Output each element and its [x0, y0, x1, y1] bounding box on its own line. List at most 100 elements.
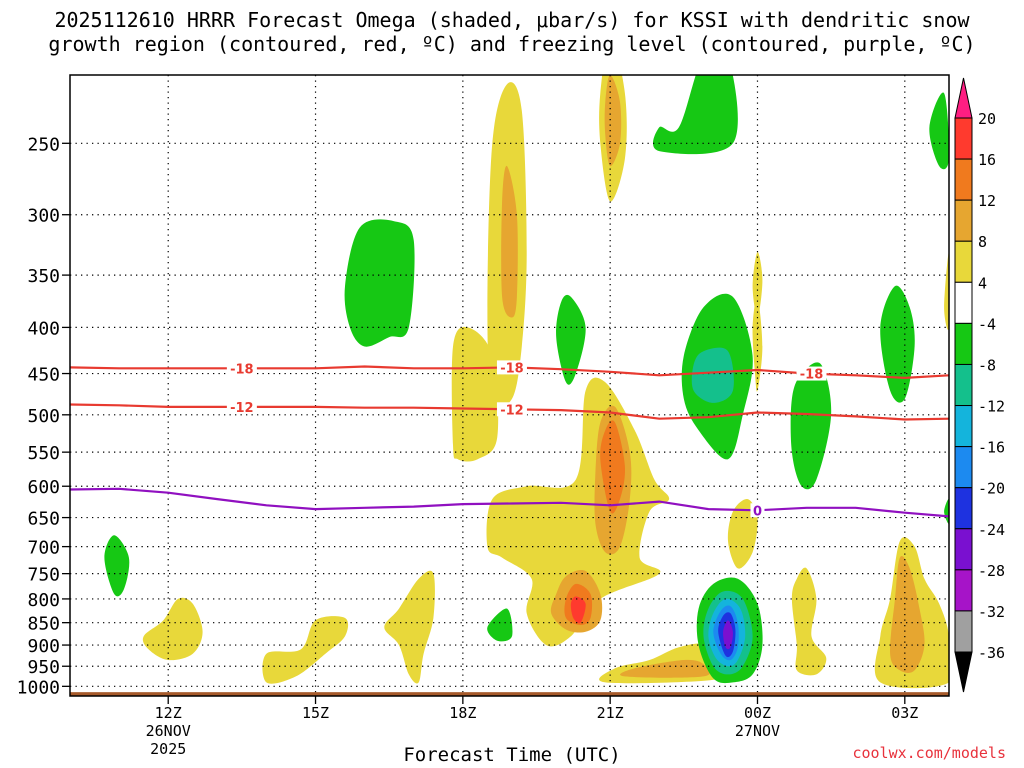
- contour-label-bg: [226, 399, 257, 414]
- title-line-2: growth region (contoured, red, ºC) and f…: [48, 32, 976, 56]
- axis-labels: 250 300 350 400 450 500 550 600 650 700 750 800 850 9…: [17, 134, 919, 758]
- colorbar-top-arrow: [954, 77, 973, 119]
- colorbar-bin-1: [954, 158, 973, 201]
- contour-label-bg: [796, 366, 827, 381]
- omega-region-rise-00z-thin: [752, 296, 763, 392]
- y-tick-label-550: 550: [27, 443, 60, 464]
- y-tick-label-700: 700: [27, 538, 60, 559]
- ground-bar: [70, 692, 949, 696]
- ground-surface: [70, 692, 949, 696]
- y-tick-label-950: 950: [27, 657, 60, 678]
- colorbar-label-0: 20: [978, 110, 996, 128]
- colorbar-bottom-arrow: [954, 651, 973, 693]
- omega-region-rise-23z-mid: [727, 498, 758, 569]
- contour-label-0-0: -18: [230, 362, 254, 377]
- credit-link[interactable]: coolwx.com/models: [852, 744, 1006, 762]
- colorbar-label-3: 8: [978, 233, 987, 251]
- omega-region-sink-23z-upper: [653, 75, 738, 155]
- x-tick-date-12Z: 26NOV: [146, 722, 191, 740]
- colorbar-bin-12: [954, 610, 973, 653]
- omega-region-rise-16z-low: [384, 570, 435, 684]
- x-tick-label-15Z: 15Z: [302, 704, 329, 722]
- y-tick-label-1000: 1000: [17, 677, 60, 698]
- colorbar-bin-9: [954, 487, 973, 530]
- y-tick-label-750: 750: [27, 565, 60, 586]
- omega-region-rise-21z-mid-core2: [600, 420, 626, 514]
- omega-region-sink-19z-mid: [556, 294, 586, 385]
- colorbar-bin-5: [954, 322, 973, 365]
- colorbar-label-5: -4: [978, 315, 996, 333]
- omega-region-sink-03z-upper: [880, 285, 915, 403]
- contour-label-1-0: -12: [230, 401, 254, 416]
- y-tick-label-800: 800: [27, 590, 60, 611]
- colorbar-label-13: -36: [978, 644, 1005, 662]
- colorbar-bin-8: [954, 446, 973, 489]
- colorbar-label-6: -8: [978, 356, 996, 374]
- colorbar-label-12: -32: [978, 603, 1005, 621]
- omega-shading: [104, 75, 949, 689]
- omega-region-rise-15z-low: [262, 616, 349, 684]
- y-tick-label-850: 850: [27, 614, 60, 635]
- x-tick-label-00Z: 00Z: [744, 704, 771, 722]
- chart-title: 2025112610 HRRR Forecast Omega (shaded, …: [0, 8, 1024, 56]
- colorbar-bin-11: [954, 569, 973, 612]
- x-tick-date-00Z: 27NOV: [735, 722, 780, 740]
- omega-region-sink-right-top: [929, 92, 949, 170]
- y-tick-label-300: 300: [27, 206, 60, 227]
- colorbar-label-7: -12: [978, 398, 1005, 416]
- colorbar-label-10: -24: [978, 521, 1005, 539]
- x-tick-year-12Z: 2025: [150, 740, 186, 758]
- omega-region-sink-23z-low-5: [723, 620, 733, 650]
- colorbar-label-4: 4: [978, 274, 987, 292]
- y-tick-label-500: 500: [27, 406, 60, 427]
- colorbar-bin-0: [954, 117, 973, 160]
- contour-label-bg: [226, 361, 257, 376]
- temperature-contours: -18 -18 -18 -12 -12 0: [69, 360, 950, 519]
- colorbar-label-2: 12: [978, 192, 996, 210]
- omega-region-rise-22z-sfc-core: [620, 659, 711, 678]
- y-tick-label-350: 350: [27, 266, 60, 287]
- colorbar-label-11: -28: [978, 562, 1005, 580]
- omega-region-sink-16z: [344, 219, 415, 347]
- contour-label-2-0: 0: [753, 504, 762, 519]
- y-tick-label-450: 450: [27, 365, 60, 386]
- omega-region-rise-21z-top-core: [604, 75, 622, 167]
- omega-region-rise-18z-upper-core: [501, 165, 518, 318]
- y-tick-label-250: 250: [27, 134, 60, 155]
- omega-region-sink-11z: [104, 535, 130, 597]
- colorbar-label-8: -16: [978, 439, 1005, 457]
- colorbar-label-9: -20: [978, 480, 1005, 498]
- colorbar-bin-2: [954, 199, 973, 242]
- contour-label-bg: [496, 402, 527, 417]
- colorbar-bin-4: [954, 281, 973, 324]
- colorbar-bin-7: [954, 405, 973, 448]
- plot-frame: [69, 74, 950, 697]
- omega-region-rise-01z-low: [791, 567, 827, 676]
- omega-region-rise-right-edge: [944, 251, 949, 330]
- contour-label-bg: [750, 503, 765, 518]
- y-tick-label-600: 600: [27, 477, 60, 498]
- omega-region-sink-19z-low: [487, 608, 513, 642]
- y-tick-label-650: 650: [27, 509, 60, 530]
- y-tick-label-400: 400: [27, 318, 60, 339]
- contour-label-0-1: -18: [500, 361, 524, 376]
- omega-region-rise-20z-low-max: [570, 596, 586, 624]
- title-line-1: 2025112610 HRRR Forecast Omega (shaded, …: [54, 8, 970, 32]
- x-tick-label-12Z: 12Z: [155, 704, 182, 722]
- colorbar-bin-10: [954, 528, 973, 571]
- omega-region-rise-12z-low: [142, 597, 203, 661]
- colorbar-bin-6: [954, 363, 973, 407]
- x-tick-label-21Z: 21Z: [597, 704, 624, 722]
- contour-label-0-2: -18: [800, 368, 824, 383]
- omega-region-sink-right-edge: [944, 498, 949, 524]
- colorbar-bin-3: [954, 240, 973, 283]
- x-axis-label: Forecast Time (UTC): [403, 744, 621, 766]
- omega-region-sink-01z: [790, 362, 832, 490]
- colorbar-label-1: 16: [978, 151, 996, 169]
- contour-line-2: [69, 487, 950, 518]
- colorbar: 20 16 12 8 4 -4 -8 -12 -16 -20 -24 -28 -32 -36: [954, 77, 1005, 693]
- contour-label-1-1: -12: [500, 403, 524, 418]
- plot-border: [69, 74, 950, 697]
- omega-region-sink-23z-mid-core: [691, 347, 734, 403]
